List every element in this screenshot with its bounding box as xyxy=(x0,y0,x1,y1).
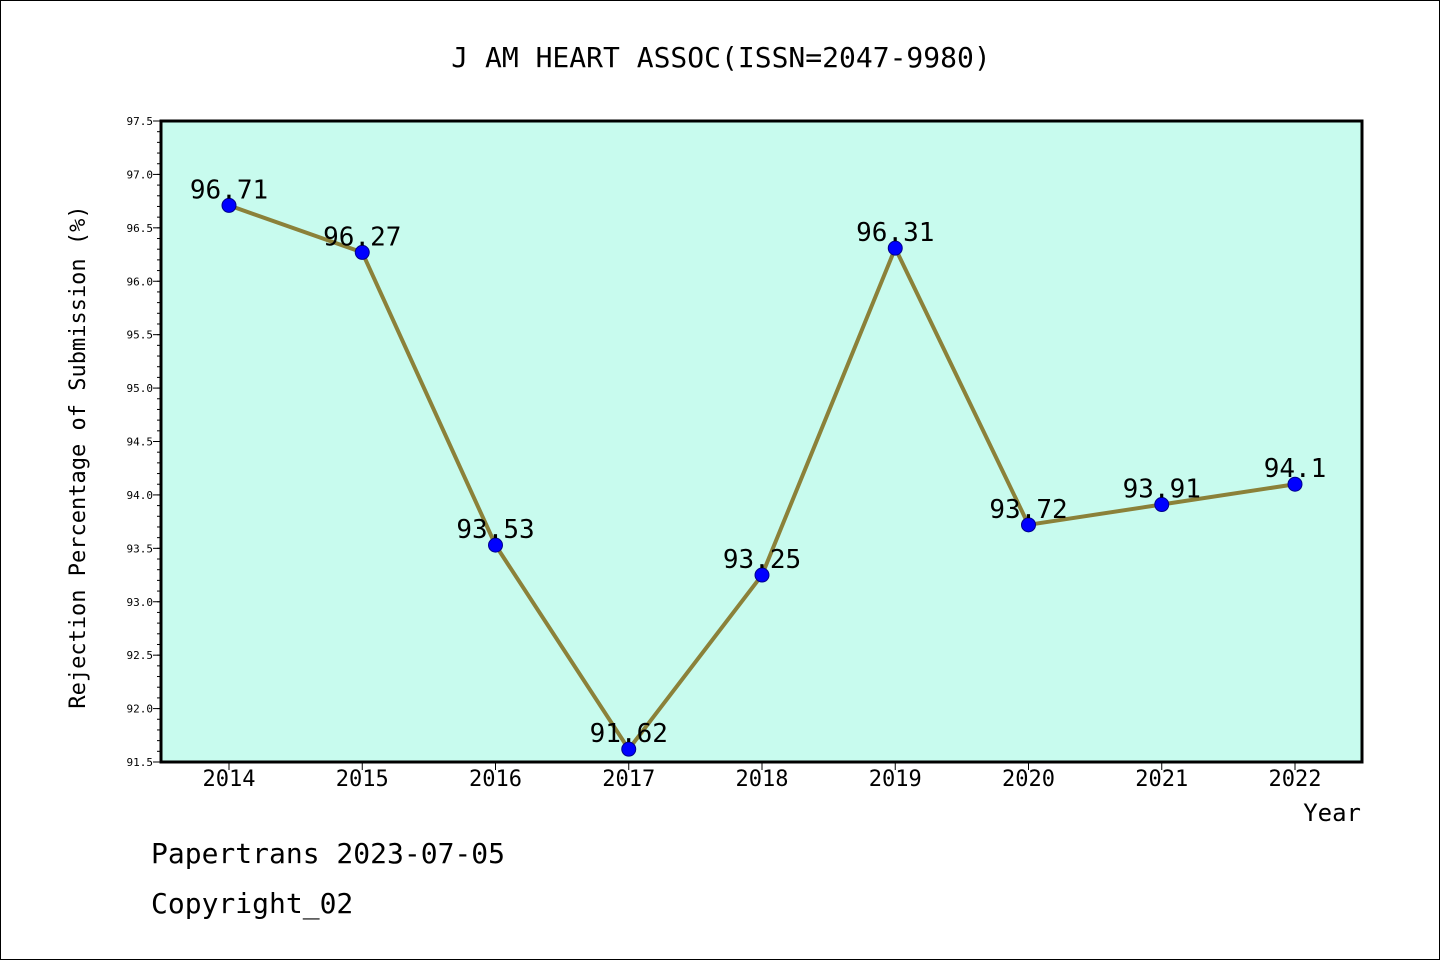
data-point xyxy=(1021,517,1036,533)
y-tick-label: 95.5 xyxy=(127,329,154,342)
data-label: 93.53 xyxy=(456,515,534,545)
chart-title: J AM HEART ASSOC(ISSN=2047-9980) xyxy=(451,41,990,74)
data-point xyxy=(488,537,503,553)
plot-border xyxy=(159,119,1364,764)
x-axis: 2014 2015 2016 2017 2018 2019 2020 2021 2022 xyxy=(203,762,1322,792)
x-tick-label: 2015 xyxy=(336,767,389,792)
y-tick-label: 93.5 xyxy=(127,542,154,555)
x-tick-label: 2014 xyxy=(203,767,256,792)
y-tick-label: 92.5 xyxy=(127,649,154,662)
data-point xyxy=(1154,497,1170,513)
data-point xyxy=(887,240,903,256)
data-label: 93.91 xyxy=(1123,475,1201,505)
footer-date: Papertrans 2023-07-05 xyxy=(151,837,506,870)
data-point xyxy=(354,244,370,260)
y-tick-label: 93.0 xyxy=(127,596,154,609)
data-point xyxy=(621,741,637,757)
data-label: 96.27 xyxy=(323,222,401,252)
plot-area xyxy=(161,121,1362,762)
x-tick-label: 2020 xyxy=(1002,767,1055,792)
series-layer: 96.71 96.27 93.53 91.62 93.25 96.31 93.72 93.91… xyxy=(190,175,1327,757)
y-axis: 91.5 92.0 92.5 93.0 93.5 94.0 94.5 95.0 95.5 96.0… xyxy=(127,115,161,769)
data-point xyxy=(1287,476,1303,492)
y-tick-label: 94.5 xyxy=(127,436,154,449)
y-tick-label: 95.0 xyxy=(127,382,154,395)
x-tick-label: 2016 xyxy=(469,767,522,792)
footer-copyright: Copyright_02 xyxy=(151,887,354,920)
y-axis-label: Rejection Percentage of Submission (%) xyxy=(66,205,91,708)
x-tick-label: 2018 xyxy=(736,767,789,792)
y-tick-label: 97.0 xyxy=(127,168,154,181)
data-point xyxy=(221,197,237,213)
y-tick-label: 92.0 xyxy=(127,703,154,716)
y-tick-label: 94.0 xyxy=(127,489,154,502)
x-axis-label: Year xyxy=(1303,799,1361,827)
x-tick-label: 2021 xyxy=(1135,767,1188,792)
data-label: 96.71 xyxy=(190,175,268,205)
x-tick-label: 2019 xyxy=(869,767,922,792)
data-label: 93.72 xyxy=(989,495,1067,525)
x-tick-label: 2022 xyxy=(1269,767,1322,792)
data-label: 93.25 xyxy=(723,545,801,575)
y-tick-label: 96.5 xyxy=(127,222,154,235)
x-tick-label: 2017 xyxy=(602,767,655,792)
y-tick-label: 96.0 xyxy=(127,275,154,288)
y-tick-label: 91.5 xyxy=(127,756,154,769)
data-label: 94.1 xyxy=(1264,454,1327,484)
data-label: 96.31 xyxy=(856,218,934,248)
data-point xyxy=(754,567,770,583)
y-tick-label: 97.5 xyxy=(127,115,154,128)
data-label: 91.62 xyxy=(590,719,668,749)
